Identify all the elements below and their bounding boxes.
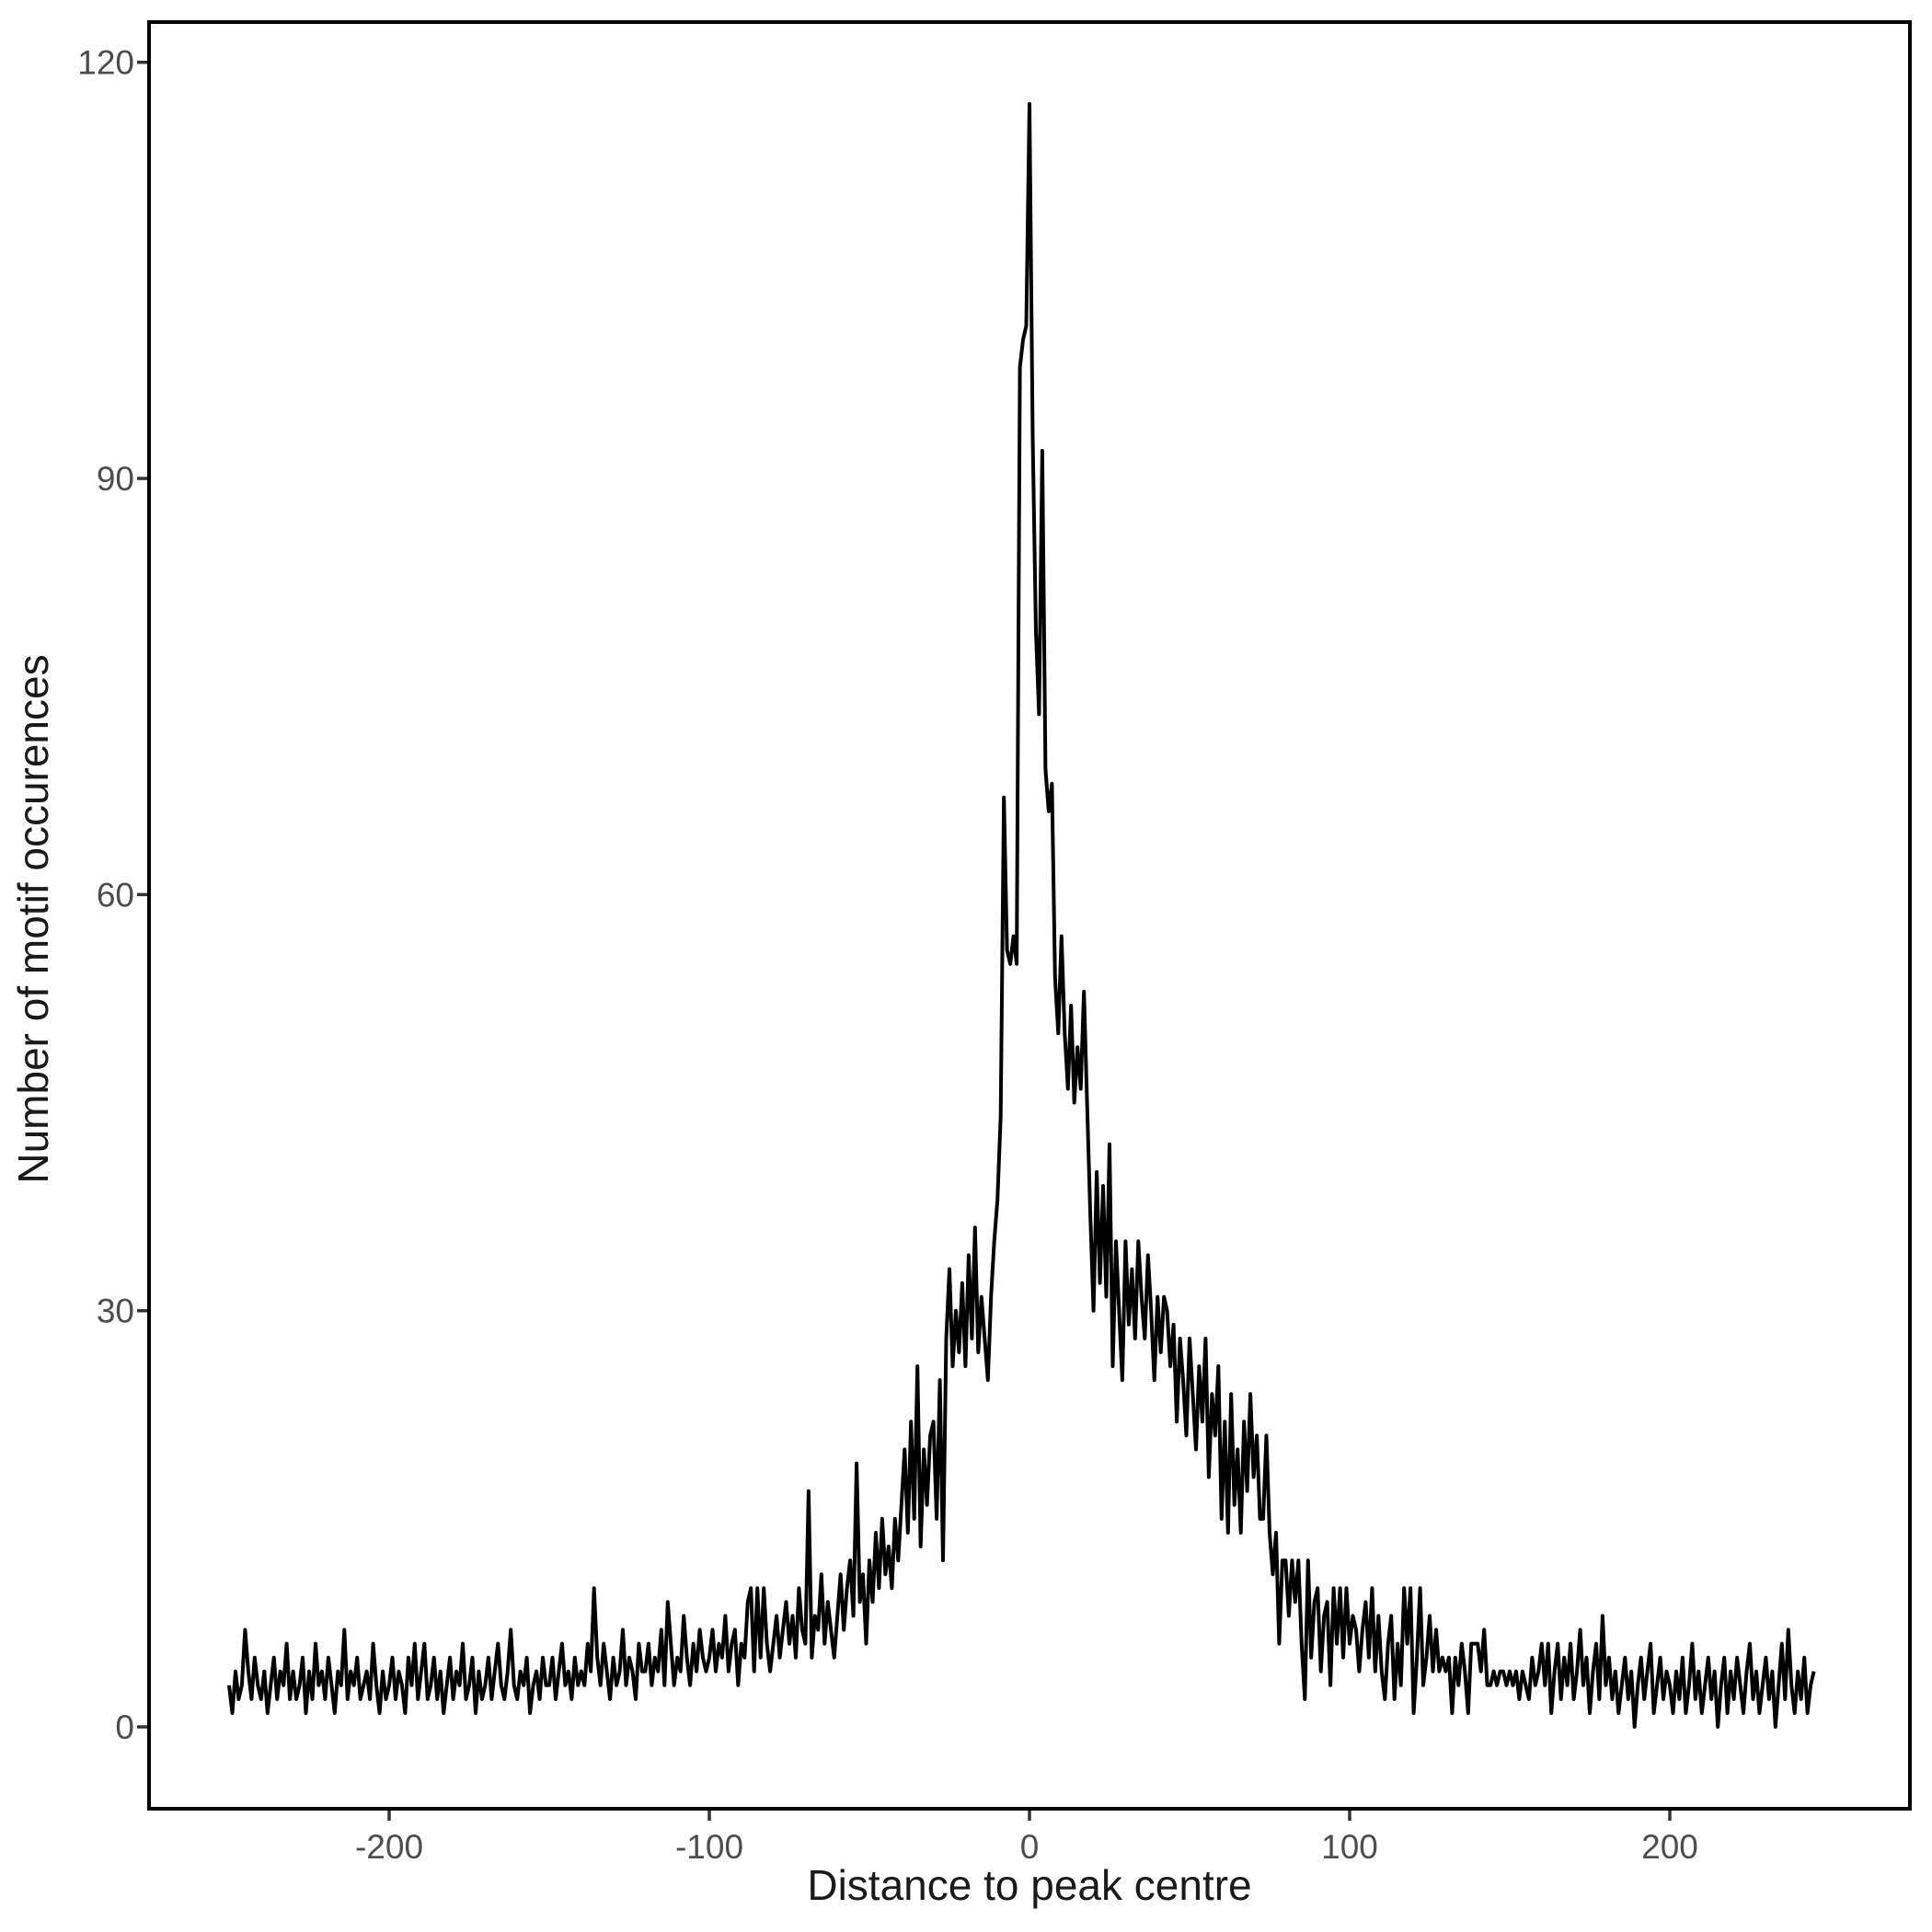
y-tick-label: 90: [97, 460, 134, 498]
x-axis-title: Distance to peak centre: [807, 1861, 1252, 1909]
y-tick-label: 30: [97, 1293, 134, 1330]
x-tick-label: 0: [1020, 1828, 1040, 1866]
x-tick-label: -200: [355, 1828, 423, 1866]
x-tick-label: 100: [1321, 1828, 1378, 1866]
x-tick-label: 200: [1641, 1828, 1698, 1866]
y-tick-label: 120: [77, 44, 134, 82]
y-tick-label: 60: [97, 876, 134, 914]
motif-occurrence-line: [227, 102, 1816, 1729]
y-axis-title: Number of motif occurences: [9, 654, 57, 1184]
panel-border: [147, 20, 1912, 1811]
x-tick-label: -100: [675, 1828, 743, 1866]
y-tick-label: 0: [115, 1708, 134, 1746]
